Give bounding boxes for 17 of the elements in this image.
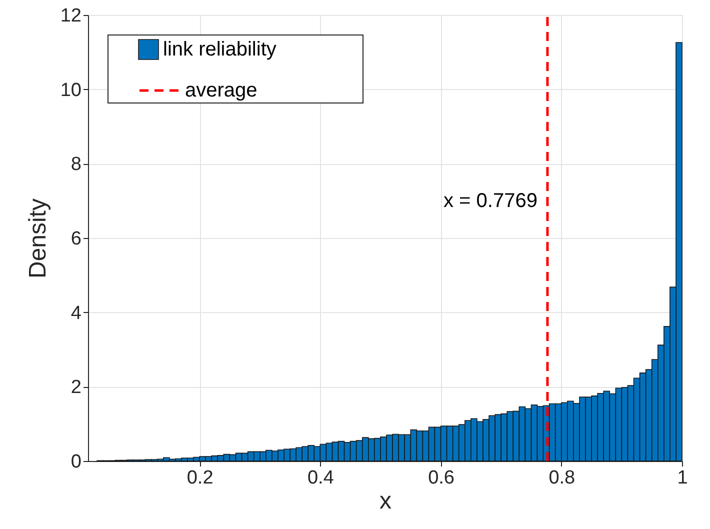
y-axis-title: Density — [24, 198, 52, 279]
annotation: x = 0.7769 — [443, 190, 538, 212]
y-tick-label: 4 — [70, 302, 82, 324]
y-tick-label: 2 — [70, 377, 82, 398]
legend-label: average — [185, 80, 258, 102]
x-tick-label: 1 — [677, 468, 688, 488]
y-tick-label: 6 — [70, 228, 82, 250]
x-axis-title: x — [380, 488, 392, 514]
x-tick-label: 0.6 — [428, 468, 454, 488]
legend-label: link reliability — [163, 38, 276, 60]
y-tick-label: 10 — [60, 80, 82, 101]
x-tick-label: 0.8 — [548, 468, 576, 488]
x-tick-label: 0.2 — [186, 468, 214, 488]
y-tick-label: 8 — [70, 154, 82, 176]
y-tick-label: 12 — [60, 6, 82, 26]
x-tick-label: 0.4 — [307, 468, 334, 488]
y-tick-label: 0 — [70, 452, 82, 472]
